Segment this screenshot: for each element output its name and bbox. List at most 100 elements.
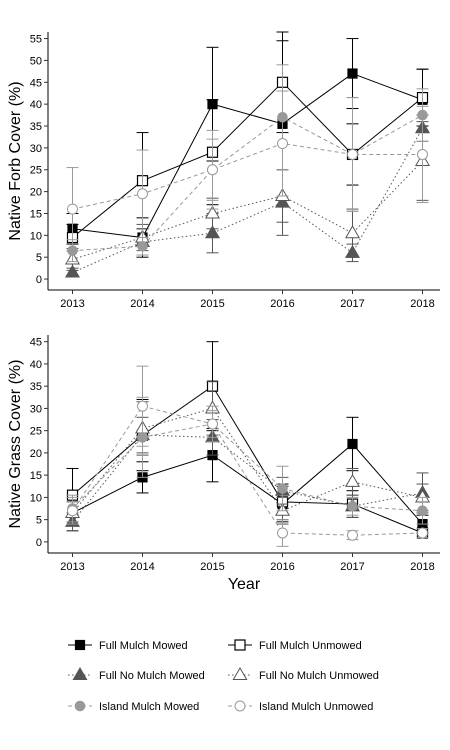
legend-marker (234, 700, 246, 712)
legend-label: Island Mulch Unmowed (259, 701, 373, 713)
data-point (204, 225, 221, 239)
series-island_mulch_mowed (66, 396, 429, 525)
data-point (417, 148, 428, 160)
series-line (72, 405, 423, 536)
x-axis-title: Year (228, 576, 261, 593)
series-full_mulch_mowed (66, 38, 429, 258)
x-tick-label: 2016 (270, 561, 294, 573)
data-point (204, 205, 221, 219)
y-tick-label: 5 (36, 515, 42, 527)
data-point (277, 527, 288, 539)
data-point (137, 188, 148, 200)
legend-item-island_mulch_unmowed: Island Mulch Unmowed (228, 700, 373, 713)
y-tick-label: 55 (30, 34, 42, 46)
data-point (347, 68, 358, 79)
series-line (72, 407, 423, 514)
data-point (67, 203, 78, 215)
data-point (207, 418, 218, 430)
legend-item-full_mulch_mowed: Full Mulch Mowed (68, 639, 188, 652)
y-axis-title: Native Forb Cover (%) (7, 81, 24, 240)
data-point (277, 138, 288, 150)
legend-marker (72, 666, 88, 681)
series-line (72, 114, 423, 252)
legend-label: Full No Mulch Unmowed (259, 670, 379, 682)
series-line (72, 72, 423, 239)
series-line (72, 443, 423, 525)
y-tick-label: 5 (36, 252, 42, 264)
series-line (72, 160, 423, 260)
legend-item-full_no_mulch_mowed: Full No Mulch Mowed (68, 666, 205, 682)
x-tick-label: 2015 (200, 561, 224, 573)
series-line (72, 434, 423, 523)
data-point (344, 473, 361, 487)
series-line (72, 142, 423, 210)
data-point (137, 240, 148, 252)
data-point (347, 438, 358, 450)
forb-cover-panel: 0 5 10 15 20 25 30 35 40 45 50 55 2013 2014 2015 2016 20… (7, 31, 440, 310)
x-tick-label: 2016 (270, 298, 294, 310)
y-tick-label: 40 (30, 99, 42, 111)
data-point (67, 505, 78, 517)
y-tick-label: 25 (30, 426, 42, 438)
legend-label: Full Mulch Mowed (99, 640, 188, 652)
x-tick-label: 2014 (130, 561, 154, 573)
legend-label: Island Mulch Mowed (99, 701, 199, 713)
data-point (347, 148, 358, 160)
series-line (72, 127, 423, 273)
legend-item-full_no_mulch_unmowed: Full No Mulch Unmowed (228, 666, 379, 682)
data-point (277, 483, 288, 494)
x-tick-label: 2017 (340, 298, 364, 310)
data-point (207, 164, 218, 176)
legend-marker (74, 639, 86, 651)
y-tick-label: 0 (36, 274, 42, 286)
y-tick-label: 20 (30, 448, 42, 460)
series-line (72, 81, 423, 238)
legend-label: Full Mulch Unmowed (259, 640, 362, 652)
y-tick-label: 15 (30, 208, 42, 220)
y-tick-label: 30 (30, 403, 42, 415)
legend-item-island_mulch_mowed: Island Mulch Mowed (68, 700, 199, 713)
series-full_mulch_mowed (66, 416, 429, 534)
grass-cover-panel: 0 5 10 15 20 25 30 35 40 45 2013 2014 2015 2016 2017 20… (7, 335, 440, 593)
x-tick-label: 2017 (340, 561, 364, 573)
legend: Full Mulch Mowed Full Mulch Unmowed Full N… (68, 639, 379, 713)
y-tick-label: 15 (30, 470, 42, 482)
data-point (347, 529, 358, 541)
series-full_no_mulch_unmowed (64, 381, 431, 525)
legend-marker (234, 639, 246, 651)
data-point (64, 264, 81, 278)
y-tick-label: 40 (30, 359, 42, 371)
x-tick-label: 2013 (60, 561, 84, 573)
series-full_mulch_unmowed (66, 341, 429, 539)
legend-marker (74, 700, 86, 712)
data-point (417, 505, 428, 517)
series-line (72, 385, 423, 534)
series-full_no_mulch_mowed (64, 114, 431, 278)
y-tick-label: 35 (30, 381, 42, 393)
y-tick-label: 35 (30, 121, 42, 133)
x-tick-label: 2018 (410, 561, 434, 573)
y-tick-label: 10 (30, 230, 42, 242)
y-tick-label: 30 (30, 143, 42, 155)
legend-item-full_mulch_unmowed: Full Mulch Unmowed (228, 639, 362, 652)
y-tick-label: 0 (36, 537, 42, 549)
data-point (344, 225, 361, 239)
series-island_mulch_unmowed (66, 90, 429, 252)
legend-marker (232, 666, 248, 681)
y-tick-label: 45 (30, 77, 42, 89)
x-tick-label: 2018 (410, 298, 434, 310)
legend-label: Full No Mulch Mowed (99, 670, 205, 682)
y-tick-label: 10 (30, 492, 42, 504)
x-tick-label: 2013 (60, 298, 84, 310)
series-island_mulch_unmowed (66, 365, 429, 547)
y-tick-label: 45 (30, 337, 42, 349)
x-tick-label: 2014 (130, 298, 154, 310)
series-island_mulch_mowed (66, 64, 429, 263)
y-tick-label: 25 (30, 165, 42, 177)
data-point (137, 400, 148, 412)
y-axis-title: Native Grass Cover (%) (7, 360, 24, 529)
y-tick-label: 50 (30, 55, 42, 67)
series-line (72, 423, 423, 512)
data-point (347, 500, 358, 512)
